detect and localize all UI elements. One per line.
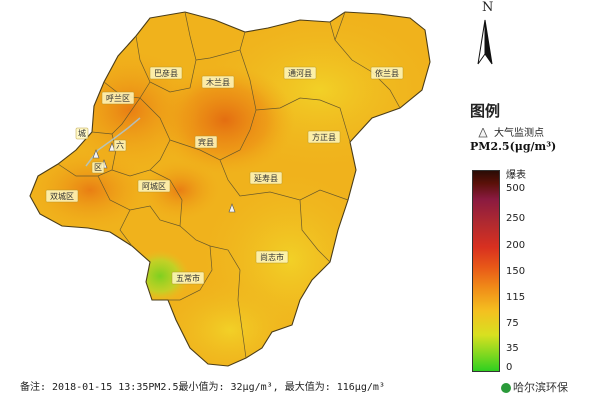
watermark-label: 哈尔滨环保 xyxy=(513,381,568,394)
legend-title: 图例 xyxy=(470,102,501,120)
legend-station-entry: 大气监测点 xyxy=(478,124,544,139)
svg-text:尚志市: 尚志市 xyxy=(260,252,284,262)
svg-text:城: 城 xyxy=(78,129,86,138)
svg-text:方正县: 方正县 xyxy=(312,132,336,142)
tick-150: 150 xyxy=(506,266,526,277)
tick-500: 500 xyxy=(506,183,526,194)
svg-text:阿城区: 阿城区 xyxy=(142,182,166,191)
svg-text:呼兰区: 呼兰区 xyxy=(106,93,130,103)
tick-0: 0 xyxy=(506,362,513,373)
pm25-colorbar xyxy=(472,170,500,372)
legend-station-label: 大气监测点 xyxy=(494,128,544,139)
legend-unit: PM2.5(μg/m³) xyxy=(470,140,557,153)
label-mulan: 木兰县 xyxy=(201,75,235,89)
tick-115: 115 xyxy=(506,292,526,303)
label-bin: 宾县 xyxy=(194,135,218,149)
tick-250: 250 xyxy=(506,213,526,224)
station-marker-icon xyxy=(92,149,100,159)
tick-75: 75 xyxy=(506,318,519,329)
label-shuangcheng: 双城区 xyxy=(45,189,79,203)
svg-text:木兰县: 木兰县 xyxy=(206,77,230,87)
svg-text:通河县: 通河县 xyxy=(288,68,312,78)
svg-text:延寿县: 延寿县 xyxy=(254,173,278,183)
label-cheng: 城 xyxy=(75,127,89,140)
station-markers xyxy=(92,142,236,213)
tick-35: 35 xyxy=(506,343,519,354)
station-marker-icon xyxy=(108,142,116,152)
label-tonghe: 通河县 xyxy=(283,66,317,80)
label-yilan: 依兰县 xyxy=(370,66,404,80)
north-arrow-icon xyxy=(477,19,493,65)
label-qu: 区 xyxy=(91,161,105,174)
svg-text:五常市: 五常市 xyxy=(176,273,200,283)
label-yanshou: 延寿县 xyxy=(249,171,283,185)
svg-text:六: 六 xyxy=(116,140,124,150)
svg-text:区: 区 xyxy=(94,163,102,172)
region-labels: 巴彦县 木兰县 通河县 依兰县 呼兰区 宾县 方正县 双城区 阿城区 延寿县 尚… xyxy=(45,66,404,285)
label-bayan: 巴彦县 xyxy=(149,66,183,80)
label-wuchang: 五常市 xyxy=(171,271,205,285)
svg-text:宾县: 宾县 xyxy=(198,137,214,147)
tick-top: 爆表 xyxy=(506,170,526,181)
station-marker-icon xyxy=(478,127,488,138)
tick-200: 200 xyxy=(506,240,526,251)
label-hulan: 呼兰区 xyxy=(101,91,135,105)
svg-text:依兰县: 依兰县 xyxy=(375,68,399,78)
station-marker-icon xyxy=(228,203,236,213)
north-label: N xyxy=(482,0,494,15)
footer-note: 备注: 2018-01-15 13:35PM2.5最小值为: 32μg/m³, … xyxy=(20,382,385,393)
svg-text:巴彦县: 巴彦县 xyxy=(154,68,178,78)
label-shangzhi: 尚志市 xyxy=(255,250,289,264)
label-fangzheng: 方正县 xyxy=(307,130,341,144)
label-liu: 六 xyxy=(113,139,127,152)
svg-text:双城区: 双城区 xyxy=(50,192,74,201)
watermark: 哈尔滨环保 xyxy=(498,378,571,396)
label-acheng: 阿城区 xyxy=(137,179,171,193)
wechat-logo-icon xyxy=(501,383,511,393)
